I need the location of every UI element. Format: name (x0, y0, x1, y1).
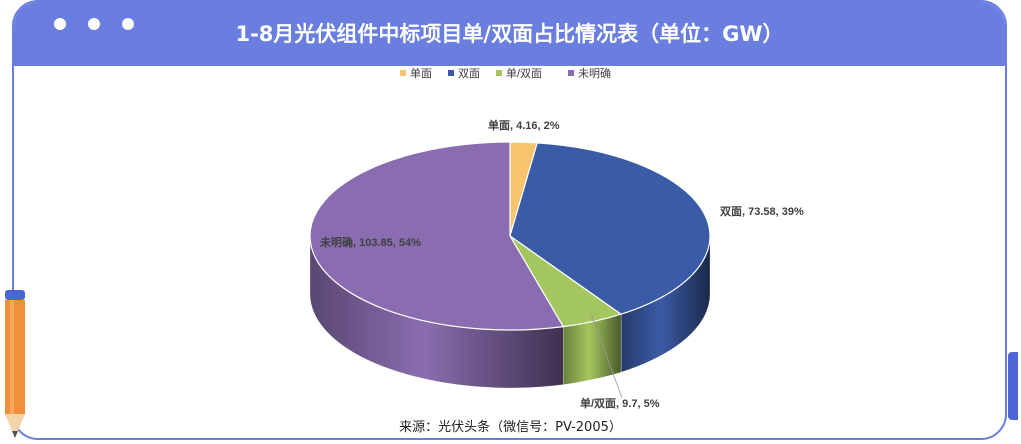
data-label-2: 单/双面, 9.7, 5% (580, 396, 660, 410)
window-dot-icon (88, 18, 100, 30)
data-label-3: 未明确, 103.85, 54% (319, 235, 421, 249)
data-label-1: 双面, 73.58, 39% (720, 205, 804, 218)
data-labels: 单面, 4.16, 2% 双面, 73.58, 39% 单/双面, 9.7, 5% 未… (319, 118, 804, 410)
pie-top-faces (309, 141, 711, 331)
pie-side-shade-2 (563, 314, 621, 385)
pie-side-shade-3 (310, 236, 564, 388)
chart-legend: 单面 双面 单/双面 未明确 (400, 67, 611, 80)
data-label-0: 单面, 4.16, 2% (488, 118, 560, 132)
pie-side-shade-1 (620, 236, 710, 373)
legend-swatch-3 (568, 70, 574, 76)
legend-label-0: 单面 (410, 67, 432, 80)
legend-swatch-2 (496, 70, 502, 76)
chart-title: 1-8月光伏组件中标项目单/双面占比情况表（单位：GW） (235, 22, 784, 46)
title-bar: 1-8月光伏组件中标项目单/双面占比情况表（单位：GW） (14, 2, 1005, 66)
legend-swatch-1 (448, 70, 454, 76)
legend-label-2: 单/双面 (506, 67, 542, 80)
window-dot-icon (54, 18, 66, 30)
leader-line (590, 312, 623, 399)
window-dot-icon (122, 18, 134, 30)
pencil-icon (5, 290, 25, 438)
legend-label-3: 未明确 (578, 67, 611, 80)
legend-label-1: 双面 (458, 67, 480, 80)
legend-swatch-0 (400, 70, 406, 76)
pie-slice-1 (509, 142, 711, 315)
leader-lines (590, 312, 623, 399)
source-note: 来源：光伏头条（微信号：PV-2005） (399, 420, 622, 435)
pie-slice-3 (309, 141, 565, 331)
side-tab (1008, 352, 1018, 420)
